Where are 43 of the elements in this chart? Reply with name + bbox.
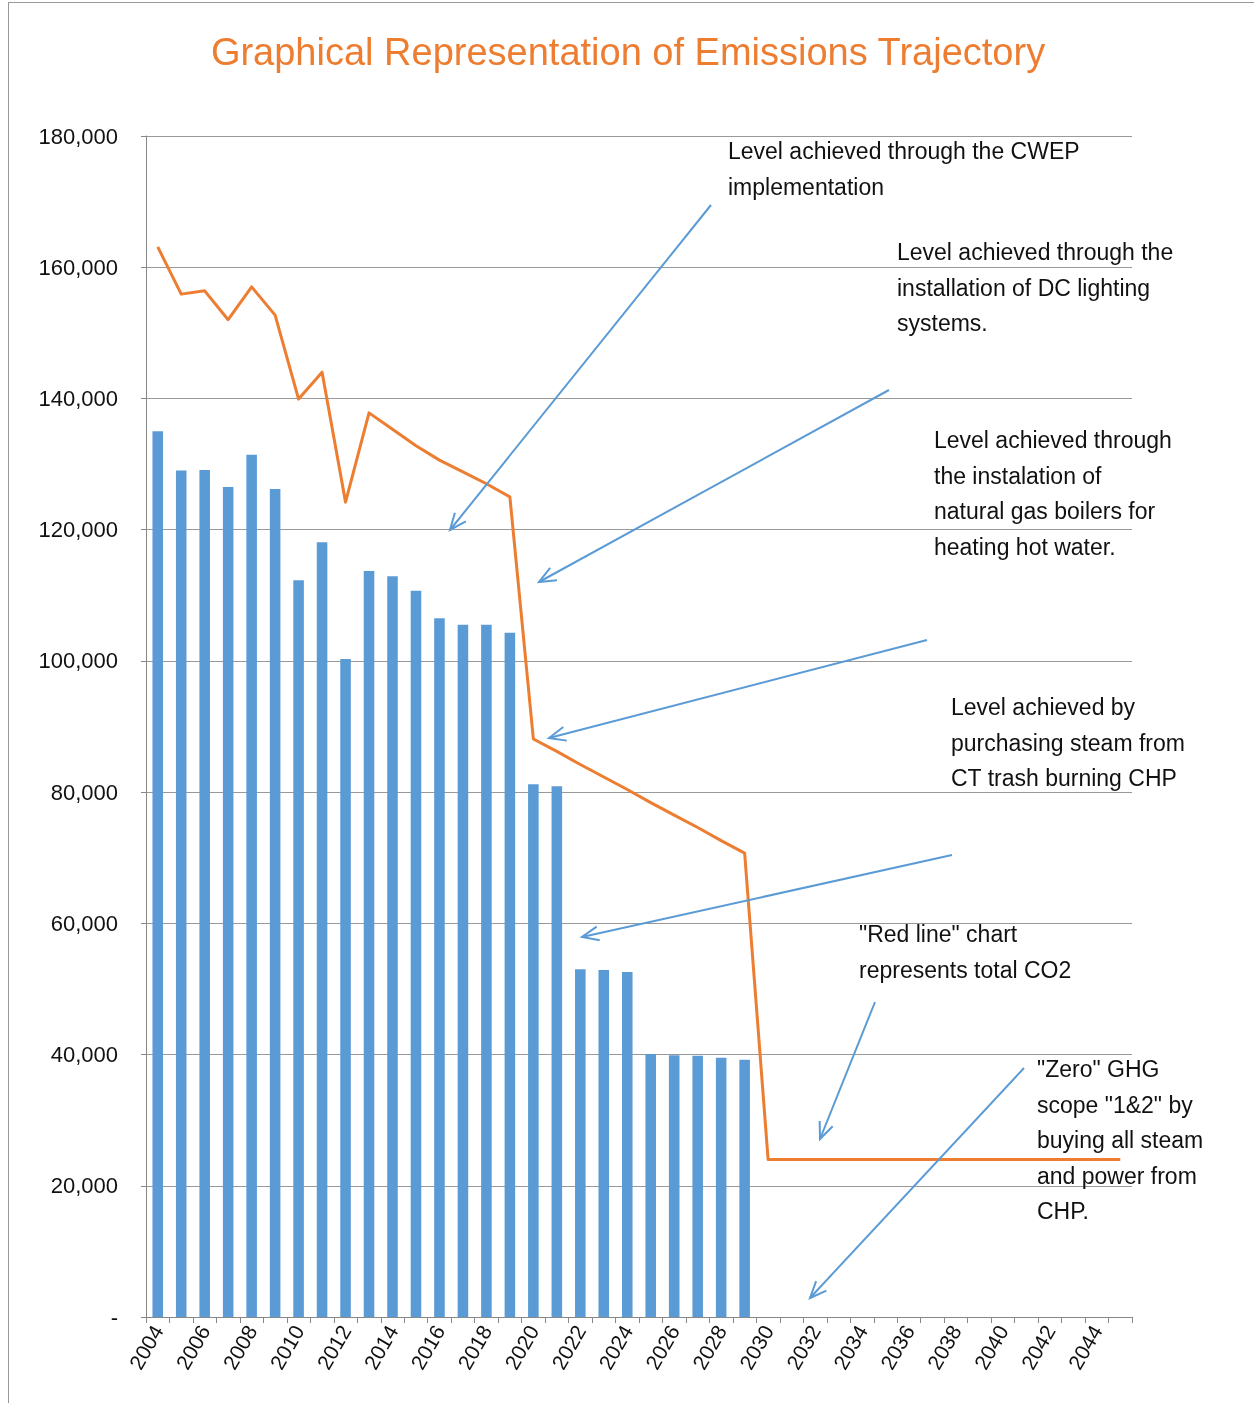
bar (715, 1057, 727, 1317)
bar (222, 487, 234, 1317)
y-tick-label: 180,000 (38, 123, 118, 149)
annotation: "Zero" GHG scope "1&2" by buying all steam and power from CHP. (1037, 1055, 1205, 1226)
bar (434, 618, 445, 1317)
y-tick-label: 140,000 (38, 385, 118, 411)
annotation: "Red line" chart represents total CO2 (859, 920, 1073, 985)
bar (598, 969, 610, 1317)
bar (199, 469, 210, 1317)
annotation: Level achieved by purchasing steam from CT trash burning CHP (951, 693, 1186, 793)
bar (152, 431, 164, 1317)
y-tick-label: 60,000 (50, 910, 118, 936)
y-tick-label: 40,000 (50, 1042, 118, 1068)
annotation: Level achieved through the instalation of natural gas boilers for heating hot water. (934, 426, 1173, 562)
bar (175, 470, 187, 1317)
bar (387, 576, 398, 1317)
bar (692, 1055, 703, 1317)
bar (481, 624, 492, 1317)
bar (528, 784, 539, 1317)
annotation: Level achieved through the CWEP implementation (728, 137, 1081, 202)
bar (269, 488, 281, 1317)
bar (551, 786, 563, 1317)
bar (410, 590, 422, 1317)
bar (668, 1055, 680, 1317)
bar (504, 632, 516, 1317)
y-tick-label: 160,000 (38, 254, 118, 280)
y-tick-label: 80,000 (50, 779, 118, 805)
y-tick-label: 20,000 (50, 1173, 118, 1199)
y-tick-label: 120,000 (38, 517, 118, 543)
bar (457, 624, 469, 1317)
chart-title: Graphical Representation of Emissions Trajectory (210, 31, 1046, 73)
bar (246, 454, 257, 1317)
y-tick-label: 100,000 (38, 648, 118, 674)
bar (316, 542, 328, 1317)
bar (621, 971, 633, 1317)
annotation: Level achieved through the installation of DC lighting systems. (897, 238, 1175, 338)
bar (340, 658, 351, 1317)
bar (645, 1053, 657, 1317)
bar (293, 580, 304, 1317)
y-tick-label: - (110, 1304, 118, 1330)
bar (739, 1059, 750, 1317)
bar (363, 571, 375, 1317)
bar (575, 969, 586, 1317)
